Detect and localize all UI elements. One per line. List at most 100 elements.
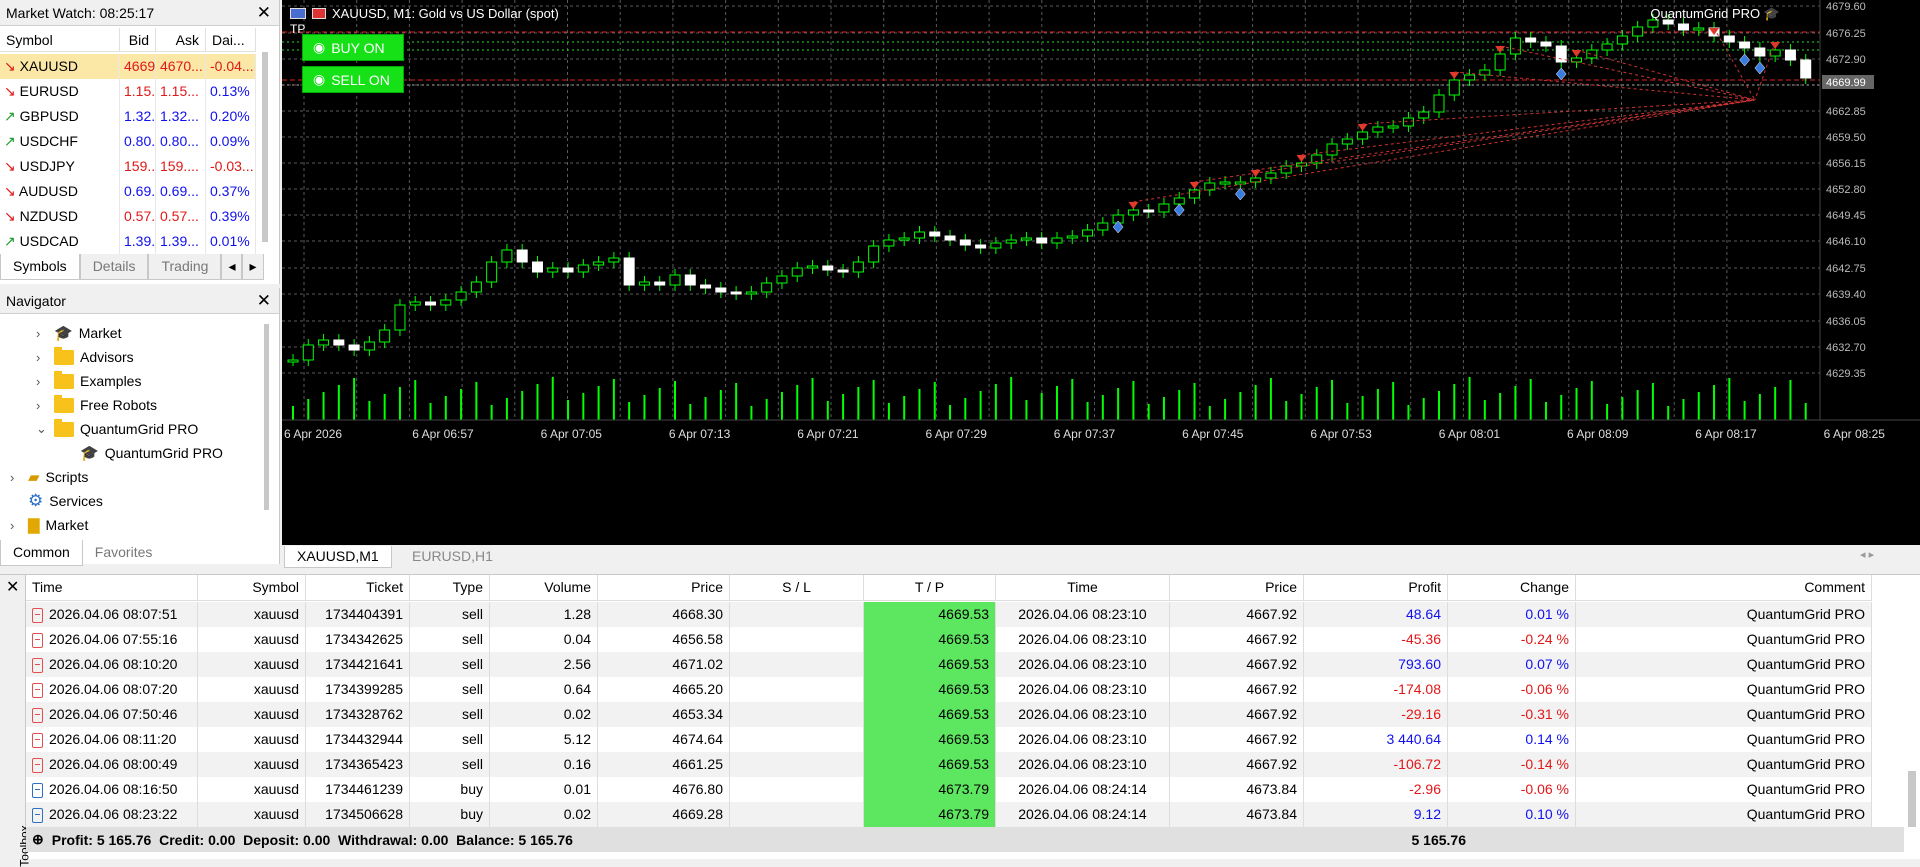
expand-icon[interactable]: ⊕	[32, 831, 44, 847]
buy-on-button[interactable]: ◉ BUY ON	[302, 34, 404, 61]
expand-chevron-icon[interactable]: ›	[10, 469, 15, 485]
price-tick-label: 4662.85	[1826, 106, 1866, 118]
column-header[interactable]: Volume	[490, 575, 598, 600]
column-header[interactable]: Price	[1170, 575, 1304, 600]
column-header[interactable]: T / P	[864, 575, 996, 600]
cell-price: 4676.80	[598, 777, 730, 802]
chart-tab-xauusd[interactable]: XAUUSD,M1	[284, 546, 392, 568]
col-ask[interactable]: Ask	[156, 28, 206, 51]
cell-time: 2026.04.06 08:10:20	[26, 652, 198, 677]
candle-body	[1372, 126, 1384, 133]
close-icon[interactable]: ✕	[256, 291, 271, 310]
price-chart[interactable]: 4679.604676.254672.904666.204662.854659.…	[282, 0, 1920, 545]
trade-row[interactable]: 2026.04.06 07:50:46 xauusd 1734328762 sell 0…	[26, 702, 1872, 727]
tab-trading[interactable]: Trading	[148, 254, 222, 280]
navigator-item[interactable]: › ▇ Market	[10, 514, 88, 536]
trade-row[interactable]: 2026.04.06 08:07:51 xauusd 1734404391 sell 1…	[26, 602, 1872, 627]
symbol-cell: ↗ USDCAD	[0, 229, 120, 254]
close-icon[interactable]: ✕	[6, 579, 20, 596]
navigator-item[interactable]: › Advisors	[36, 346, 134, 368]
col-symbol[interactable]: Symbol	[0, 28, 120, 51]
scrollbar[interactable]	[1908, 771, 1916, 827]
column-header[interactable]: Comment	[1576, 575, 1872, 600]
tab-details[interactable]: Details	[79, 254, 149, 280]
navigator-title: Navigator ✕	[0, 288, 279, 314]
navigator-item[interactable]: › 🎓 Market	[36, 322, 121, 344]
cell-time: 2026.04.06 08:07:20	[26, 677, 198, 702]
navigator-item-label: Scripts	[45, 469, 89, 485]
expert-label[interactable]: QuantumGrid PRO 🎓	[1650, 6, 1780, 21]
cell-tp: 4669.53	[864, 677, 996, 702]
cell-time2: 2026.04.06 08:23:10	[996, 652, 1170, 677]
trade-row[interactable]: 2026.04.06 08:16:50 xauusd 1734461239 buy 0.…	[26, 777, 1872, 802]
symbol-row[interactable]: ↘ XAUUSD4669...4670...-0.04...	[0, 54, 256, 79]
cell-time: 2026.04.06 07:55:16	[26, 627, 198, 652]
time-tick-label: 6 Apr 07:37	[1054, 427, 1116, 441]
column-header[interactable]: Price	[598, 575, 730, 600]
navigator-item[interactable]: ⚙ Services	[10, 490, 103, 512]
trade-row[interactable]: 2026.04.06 08:10:20 xauusd 1734421641 sell 2…	[26, 652, 1872, 677]
candle-body	[944, 235, 956, 241]
trade-summary-row: ⊕ Profit: 5 165.76 Credit: 0.00 Deposit:…	[26, 827, 1904, 852]
scroll-right-icon[interactable]: ▸	[242, 254, 264, 280]
navigator-item[interactable]: › ▰ Scripts	[10, 466, 88, 488]
scrollbar[interactable]	[264, 324, 269, 510]
candle-body	[791, 267, 803, 277]
time-tick-label: 6 Apr 07:29	[926, 427, 988, 441]
trade-row[interactable]: 2026.04.06 08:23:22 xauusd 1734506628 buy 0.…	[26, 802, 1872, 827]
close-icon[interactable]: ✕	[256, 3, 271, 22]
expand-chevron-icon[interactable]: ›	[36, 325, 41, 341]
candle-body	[287, 359, 299, 363]
chart-tab-scroll[interactable]: ◂ ▸	[1860, 549, 1875, 561]
col-bid[interactable]: Bid	[120, 28, 156, 51]
column-header[interactable]: Change	[1448, 575, 1576, 600]
cell-price2: 4667.92	[1170, 677, 1304, 702]
navigator-item[interactable]: › Examples	[36, 370, 141, 392]
col-daily[interactable]: Dai...	[206, 28, 256, 51]
expand-chevron-icon[interactable]: ›	[10, 517, 15, 533]
tab-common[interactable]: Common	[0, 540, 83, 566]
trade-row[interactable]: 2026.04.06 08:00:49 xauusd 1734365423 sell 0…	[26, 752, 1872, 777]
cell-price2: 4673.84	[1170, 802, 1304, 827]
candle-body	[318, 339, 330, 346]
time-tick-label: 6 Apr 2026	[284, 427, 342, 441]
symbol-row[interactable]: ↘ USDJPY159....159....-0.03...	[0, 154, 256, 179]
cell-time2: 2026.04.06 08:23:10	[996, 702, 1170, 727]
expand-chevron-icon[interactable]: ›	[36, 373, 41, 389]
cell-ticket: 1734404391	[306, 602, 410, 627]
column-header[interactable]: Symbol	[198, 575, 306, 600]
cell-price: 4674.64	[598, 727, 730, 752]
candle-body	[1586, 49, 1598, 59]
expand-chevron-icon[interactable]: ⌄	[36, 421, 47, 436]
navigator-item[interactable]: 🎓 QuantumGrid PRO	[62, 442, 223, 464]
navigator-item[interactable]: › Free Robots	[36, 394, 157, 416]
scroll-left-icon[interactable]: ◂	[221, 254, 243, 280]
column-header[interactable]: Type	[410, 575, 490, 600]
column-header[interactable]: Ticket	[306, 575, 410, 600]
tp-label: TP	[290, 22, 306, 36]
trade-row[interactable]: 2026.04.06 08:07:20 xauusd 1734399285 sell 0…	[26, 677, 1872, 702]
expand-chevron-icon[interactable]: ›	[36, 397, 41, 413]
navigator-item[interactable]: ⌄ QuantumGrid PRO	[36, 418, 198, 440]
expand-chevron-icon[interactable]: ›	[36, 349, 41, 365]
column-header[interactable]: Profit	[1304, 575, 1448, 600]
candle-body	[654, 281, 666, 286]
chart-tab-eurusd[interactable]: EURUSD,H1	[412, 548, 493, 564]
candle-body	[516, 249, 528, 263]
column-header[interactable]: S / L	[730, 575, 864, 600]
column-header[interactable]: Time	[996, 575, 1170, 600]
tab-symbols[interactable]: Symbols	[0, 254, 80, 280]
scrollbar[interactable]	[262, 52, 268, 242]
chart-canvas[interactable]: 4679.604676.254672.904666.204662.854659.…	[282, 0, 1920, 545]
trade-row[interactable]: 2026.04.06 07:55:16 xauusd 1734342625 sell 0…	[26, 627, 1872, 652]
sell-on-button[interactable]: ◉ SELL ON	[302, 66, 404, 93]
column-header[interactable]: Time	[26, 575, 198, 600]
trade-row[interactable]: 2026.04.06 08:11:20 xauusd 1734432944 sell 5…	[26, 727, 1872, 752]
tab-favorites[interactable]: Favorites	[94, 544, 153, 560]
